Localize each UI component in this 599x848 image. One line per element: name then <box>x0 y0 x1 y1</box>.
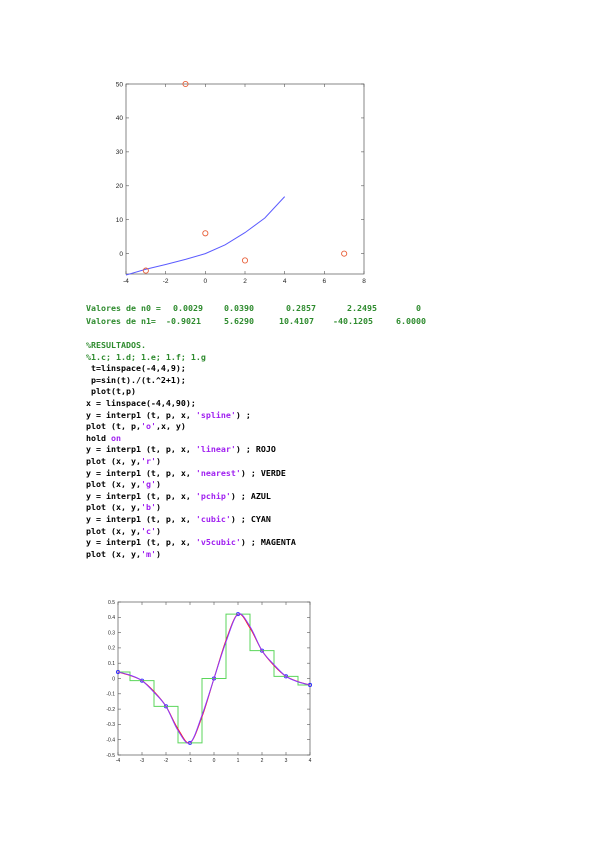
y-tick-label: -0.4 <box>106 737 115 743</box>
y-tick-label: 0 <box>112 676 115 682</box>
code-line: plot (x, y,'g') <box>86 479 161 490</box>
x-tick-label: 2 <box>261 758 264 764</box>
code-line: y = interp1 (t, p, x, 'spline') ; <box>86 409 251 420</box>
y-tick-label: 0.4 <box>108 615 115 621</box>
values-n1-v1: -0.9021 <box>166 316 201 326</box>
x-tick-label: 8 <box>362 278 366 285</box>
code-line: x = linspace(-4,4,90); <box>86 398 196 408</box>
x-tick-label: 0 <box>204 278 208 285</box>
x-tick-label: 4 <box>283 278 287 285</box>
values-n0-v4: 2.2495 <box>347 303 377 313</box>
y-tick-label: 0.3 <box>108 630 115 636</box>
y-tick-label: -0.2 <box>106 707 115 713</box>
values-n1-v4: -40.1205 <box>333 316 373 326</box>
values-n1-v2: 5.6290 <box>224 316 254 326</box>
x-tick-label: 6 <box>323 278 327 285</box>
code-comment-results: %RESULTADOS. <box>86 340 146 350</box>
x-tick-label: 2 <box>243 278 247 285</box>
y-tick-label: 0.2 <box>108 646 115 652</box>
code-line: y = interp1 (t, p, x, 'cubic') ; CYAN <box>86 514 271 524</box>
values-n0-v3: 0.2857 <box>286 303 316 313</box>
series-line <box>117 613 311 744</box>
y-tick-label: 10 <box>116 217 124 224</box>
code-line: y = interp1 (t, p, x, 'linear') ; ROJO <box>86 444 276 455</box>
y-tick-label: 30 <box>116 149 124 156</box>
data-point <box>202 230 209 237</box>
y-tick-label: 0.1 <box>108 661 115 667</box>
code-line: t=linspace(-4,4,9); <box>86 363 186 374</box>
y-tick-label: 0.5 <box>108 600 115 606</box>
code-line: plot (t, p,'o',x, y) <box>86 421 186 432</box>
code-line: plot(t,p) <box>86 386 136 397</box>
code-line: plot (x, y,'m') <box>86 548 161 559</box>
code-line: p=sin(t)./(t.^2+1); <box>86 374 186 385</box>
x-tick-label: 0 <box>213 758 216 764</box>
x-tick-label: -3 <box>140 758 145 764</box>
values-n1-v5: 6.0000 <box>396 316 426 326</box>
data-point <box>142 267 149 274</box>
code-line: y = interp1 (t, p, x, 'pchip') ; AZUL <box>86 490 271 501</box>
data-point <box>241 257 249 264</box>
code-line: plot (x, y,'b') <box>86 502 161 513</box>
y-tick-label: -0.1 <box>106 692 115 698</box>
data-point <box>341 250 348 257</box>
code-line: hold on <box>86 432 121 443</box>
x-tick-label: 4 <box>309 758 312 764</box>
values-n1-v3: 10.4107 <box>279 316 314 326</box>
x-tick-label: -2 <box>163 278 169 285</box>
values-n0-label: Valores de n0 = <box>86 303 161 313</box>
y-tick-label: 0 <box>119 251 123 258</box>
code-line: plot (x, y,'r') <box>86 456 161 466</box>
y-tick-label: -0.5 <box>106 753 115 759</box>
x-tick-label: 3 <box>285 758 288 764</box>
code-line: y = interp1 (t, p, x, 'nearest') ; VERDE <box>86 467 286 478</box>
x-tick-label: -4 <box>116 758 121 764</box>
x-tick-label: -4 <box>123 278 129 285</box>
code-line: y = interp1 (t, p, x, 'v5cubic') ; MAGEN… <box>86 537 296 548</box>
x-tick-label: -2 <box>164 758 169 764</box>
values-n0-v5: 0 <box>416 303 421 313</box>
data-point <box>182 80 189 88</box>
code-line: plot (x, y,'c') <box>86 525 161 536</box>
values-n1-label: Valores de n1= <box>86 316 156 326</box>
values-n0-v1: 0.0029 <box>173 303 203 313</box>
y-tick-label: 50 <box>116 81 124 88</box>
y-tick-label: -0.3 <box>106 722 115 728</box>
x-tick-label: -1 <box>188 758 193 764</box>
code-comment-items: %1.c; 1.d; 1.e; 1.f; 1.g <box>86 351 206 362</box>
values-n0-row: Valores de n0 = 0.0029 0.0390 0.2857 2.2… <box>86 303 421 373</box>
values-n0-v2: 0.0390 <box>224 303 254 313</box>
values-n1-row: Valores de n1= -0.9021 5.6290 10.4107 -4… <box>86 316 426 386</box>
y-tick-label: 40 <box>116 115 124 122</box>
x-tick-label: 1 <box>237 758 240 764</box>
series-line <box>125 196 286 276</box>
y-tick-label: 20 <box>116 183 124 190</box>
